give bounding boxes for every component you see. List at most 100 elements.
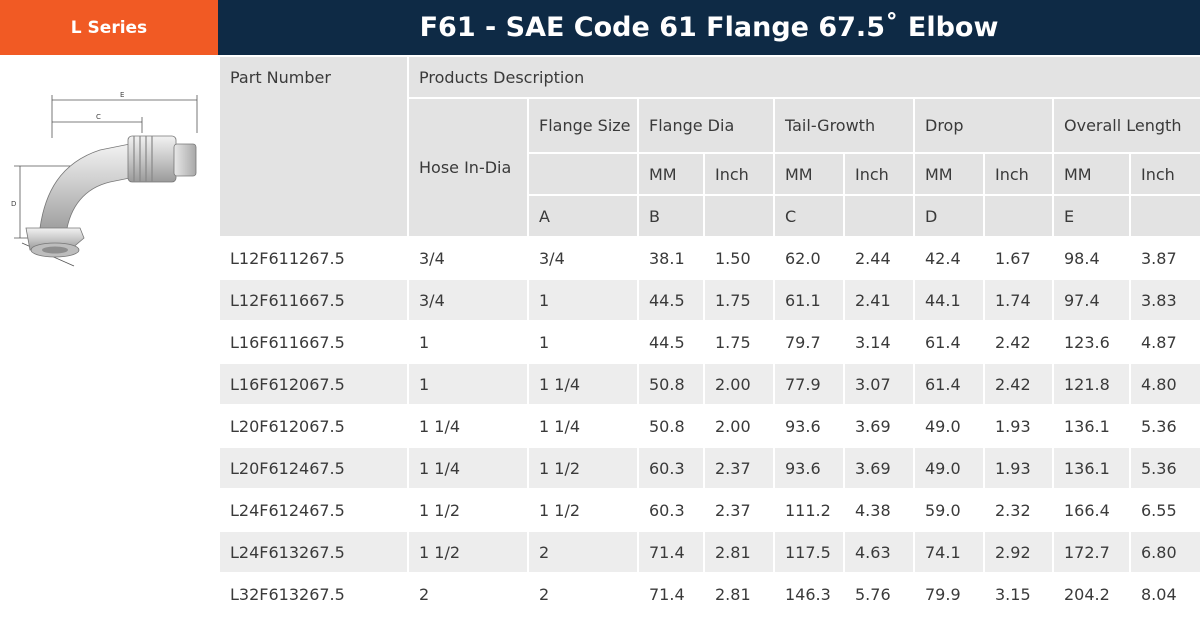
flange-size-cell: 3/4 <box>527 236 639 280</box>
drop-mm-header: MM <box>913 152 985 196</box>
flange-dia-mm-cell: 44.5 <box>637 320 705 364</box>
hose-in-dia-cell: 1 1/4 <box>407 404 529 448</box>
drop-mm-cell: 74.1 <box>913 530 985 574</box>
table-row: L12F611667.5 3/4 1 44.5 1.75 61.1 2.41 44.1 1.74… <box>218 278 1200 322</box>
overall-length-letter: E <box>1052 194 1131 238</box>
flange-dia-mm-header: MM <box>637 152 705 196</box>
tail-growth-inch-cell: 3.14 <box>843 320 915 364</box>
drop-inch-cell: 2.32 <box>983 488 1054 532</box>
tail-growth-inch-cell: 4.38 <box>843 488 915 532</box>
flange-dia-mm-cell: 60.3 <box>637 446 705 490</box>
overall-length-inch-cell: 3.87 <box>1128 236 1200 280</box>
fitting-diagram: E C D B <box>11 91 198 267</box>
drop-mm-cell: 49.0 <box>913 446 985 490</box>
overall-length-mm-header: MM <box>1052 152 1131 196</box>
flange-dia-letter-blank <box>703 194 775 238</box>
drop-mm-cell: 49.0 <box>913 404 985 448</box>
table-row: L24F612467.5 1 1/2 1 1/2 60.3 2.37 111.2 4.38 5… <box>218 488 1200 532</box>
overall-length-inch-header: Inch <box>1128 152 1200 196</box>
flange-dia-inch-cell: 2.81 <box>703 530 775 574</box>
flange-dia-mm-cell: 44.5 <box>637 278 705 322</box>
drop-inch-cell: 1.67 <box>983 236 1054 280</box>
overall-length-mm-cell: 121.8 <box>1052 362 1131 406</box>
tail-growth-mm-cell: 93.6 <box>773 446 845 490</box>
part-number-cell: L24F612467.5 <box>218 488 409 532</box>
flange-size-unit-blank <box>527 152 639 196</box>
flange-size-cell: 2 <box>527 530 639 574</box>
tail-growth-inch-cell: 3.69 <box>843 404 915 448</box>
tail-growth-mm-cell: 62.0 <box>773 236 845 280</box>
drop-inch-cell: 1.74 <box>983 278 1054 322</box>
part-number-cell: L20F612067.5 <box>218 404 409 448</box>
overall-length-inch-cell: 3.83 <box>1128 278 1200 322</box>
drop-inch-cell: 1.93 <box>983 446 1054 490</box>
overall-length-mm-cell: 98.4 <box>1052 236 1131 280</box>
flange-size-cell: 1 <box>527 320 639 364</box>
table-row: L16F612067.5 1 1 1/4 50.8 2.00 77.9 3.07 61.4 2.… <box>218 362 1200 406</box>
flange-dia-inch-cell: 2.37 <box>703 488 775 532</box>
drop-letter-blank <box>983 194 1054 238</box>
overall-length-inch-cell: 6.80 <box>1128 530 1200 574</box>
drop-header: Drop <box>913 97 1054 154</box>
overall-length-inch-cell: 4.87 <box>1128 320 1200 364</box>
tail-growth-mm-cell: 93.6 <box>773 404 845 448</box>
part-number-cell: L32F613267.5 <box>218 572 409 616</box>
drop-mm-cell: 59.0 <box>913 488 985 532</box>
table-row: L12F611267.5 3/4 3/4 38.1 1.50 62.0 2.44 42.4 1.… <box>218 236 1200 280</box>
overall-length-inch-cell: 5.36 <box>1128 446 1200 490</box>
drop-letter: D <box>913 194 985 238</box>
tail-growth-inch-cell: 5.76 <box>843 572 915 616</box>
flange-dia-inch-cell: 1.75 <box>703 278 775 322</box>
tail-growth-inch-header: Inch <box>843 152 915 196</box>
tail-growth-inch-cell: 2.41 <box>843 278 915 322</box>
overall-length-mm-cell: 97.4 <box>1052 278 1131 322</box>
drop-inch-cell: 2.42 <box>983 362 1054 406</box>
table-row: L20F612067.5 1 1/4 1 1/4 50.8 2.00 93.6 3.69 49… <box>218 404 1200 448</box>
table-row: L20F612467.5 1 1/4 1 1/2 60.3 2.37 93.6 3.69 49… <box>218 446 1200 490</box>
drop-inch-cell: 1.93 <box>983 404 1054 448</box>
hose-in-dia-cell: 1 1/2 <box>407 530 529 574</box>
flange-dia-mm-cell: 71.4 <box>637 572 705 616</box>
hose-in-dia-cell: 1 1/4 <box>407 446 529 490</box>
part-number-cell: L20F612467.5 <box>218 446 409 490</box>
hose-in-dia-cell: 1 <box>407 320 529 364</box>
overall-length-header: Overall Length <box>1051 97 1200 154</box>
flange-dia-mm-cell: 71.4 <box>637 530 705 574</box>
overall-length-inch-cell: 8.04 <box>1128 572 1200 616</box>
series-tab[interactable]: L Series <box>0 0 218 55</box>
flange-size-letter: A <box>527 194 639 238</box>
flange-size-cell: 1 1/4 <box>527 404 639 448</box>
flange-size-cell: 1 1/2 <box>527 446 639 490</box>
tail-growth-mm-cell: 79.7 <box>773 320 845 364</box>
flange-size-cell: 1 1/2 <box>527 488 639 532</box>
tail-growth-mm-cell: 111.2 <box>773 488 845 532</box>
dim-label-c: C <box>96 113 101 121</box>
tail-growth-mm-header: MM <box>773 152 845 196</box>
drop-mm-cell: 79.9 <box>913 572 985 616</box>
flange-dia-inch-cell: 1.75 <box>703 320 775 364</box>
tail-growth-mm-cell: 146.3 <box>773 572 845 616</box>
flange-dia-inch-cell: 2.00 <box>703 362 775 406</box>
tail-growth-header: Tail-Growth <box>773 97 915 154</box>
flange-size-header: Flange Size <box>527 97 639 154</box>
tail-growth-inch-cell: 3.07 <box>843 362 915 406</box>
overall-length-mm-cell: 172.7 <box>1052 530 1131 574</box>
flange-dia-header: Flange Dia <box>637 97 775 154</box>
drop-inch-cell: 3.15 <box>983 572 1054 616</box>
hose-in-dia-header: Hose In-Dia <box>407 97 529 238</box>
flange-dia-mm-cell: 50.8 <box>637 362 705 406</box>
spec-table: Part Number Products Description Hose In… <box>218 55 1200 616</box>
overall-length-mm-cell: 136.1 <box>1052 446 1131 490</box>
overall-length-letter-blank <box>1128 194 1200 238</box>
overall-length-mm-cell: 123.6 <box>1052 320 1131 364</box>
overall-length-inch-cell: 4.80 <box>1128 362 1200 406</box>
flange-dia-mm-cell: 60.3 <box>637 488 705 532</box>
drop-inch-cell: 2.92 <box>983 530 1054 574</box>
hose-in-dia-cell: 2 <box>407 572 529 616</box>
tail-growth-inch-cell: 4.63 <box>843 530 915 574</box>
flange-size-cell: 1 <box>527 278 639 322</box>
tail-growth-letter: C <box>773 194 845 238</box>
flange-dia-inch-cell: 2.37 <box>703 446 775 490</box>
part-number-cell: L12F611267.5 <box>218 236 409 280</box>
page-title: F61 - SAE Code 61 Flange 67.5˚ Elbow <box>218 0 1200 55</box>
